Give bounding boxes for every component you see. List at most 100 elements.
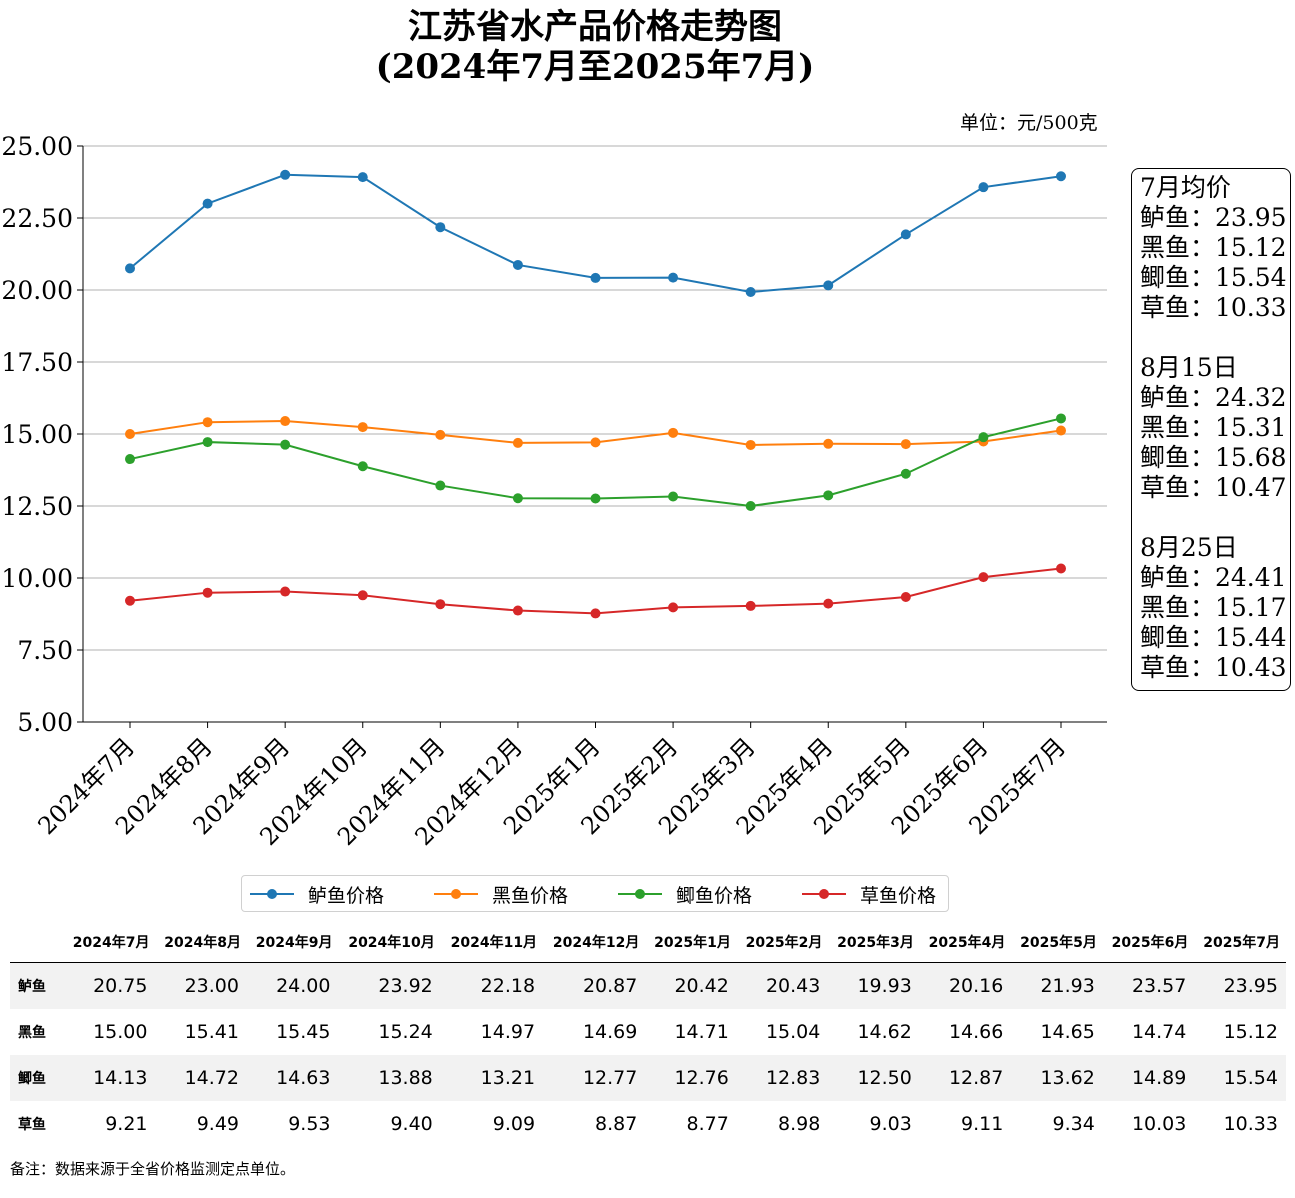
table-cell: 20.43	[736, 962, 829, 1009]
info-heading: 7月均价	[1140, 173, 1231, 202]
table-cell: 14.74	[1131, 1021, 1187, 1043]
data-point	[590, 272, 601, 283]
table-cell: 12.77	[543, 1055, 646, 1101]
data-point	[357, 422, 368, 433]
table-cell: 15.45	[276, 1021, 331, 1043]
info-row: 黑鱼：15.12	[1140, 233, 1287, 262]
info-group-aug-15: 8月15日 鲈鱼：24.32 黑鱼：15.31 鲫鱼：15.68 草鱼：10.4…	[1140, 353, 1290, 503]
data-point	[1056, 413, 1066, 424]
table-cell: 12.83	[736, 1055, 829, 1101]
data-point	[900, 592, 911, 603]
table-cell: 8.87	[595, 1113, 638, 1135]
data-point	[280, 439, 291, 450]
column-header: 2024年7月	[64, 922, 156, 963]
axes	[77, 145, 1107, 728]
data-point	[823, 438, 834, 449]
y-tick-label: 25.00	[1, 132, 73, 161]
y-tick-label: 17.50	[1, 348, 73, 377]
legend-line-marker-icon	[618, 884, 662, 904]
info-row: 草鱼：10.43	[1140, 653, 1287, 682]
y-tick-label: 7.50	[17, 636, 73, 665]
data-point	[357, 172, 368, 183]
data-point	[280, 416, 291, 427]
data-point	[823, 490, 834, 501]
unit-label: 单位：元/500克	[960, 112, 1098, 134]
data-point	[125, 454, 135, 465]
table-cell: 12.50	[828, 1055, 920, 1101]
data-point	[512, 259, 523, 270]
legend-label: 黑鱼价格	[492, 884, 569, 907]
info-group-aug-25: 8月25日 鲈鱼：24.41 黑鱼：15.17 鲫鱼：15.44 草鱼：10.4…	[1140, 533, 1290, 683]
data-point	[357, 461, 368, 472]
legend-item-snakehead: 黑鱼价格	[434, 881, 568, 907]
table-cell: 20.75	[64, 962, 156, 1009]
data-point	[512, 437, 523, 448]
info-heading: 8月25日	[1140, 533, 1238, 562]
table-cell: 14.71	[674, 1021, 729, 1043]
table-cell: 23.57	[1102, 962, 1195, 1009]
data-point	[900, 229, 911, 240]
table-cell: 20.16	[919, 962, 1012, 1009]
legend-line-marker-icon	[434, 884, 478, 904]
data-point	[512, 605, 523, 616]
row-label: 黑鱼	[18, 1025, 46, 1041]
legend-item-crucian: 鲫鱼价格	[618, 881, 752, 907]
data-point	[590, 493, 601, 504]
data-point	[202, 587, 213, 598]
line-chart: 5.00 7.50 10.00 12.50 15.00 17.50 20.00 22.50 25…	[1, 132, 1107, 851]
x-tick-labels: 2024年7月2024年8月2024年9月2024年10月2024年11月202…	[33, 732, 1072, 851]
info-row: 草鱼：10.47	[1140, 473, 1287, 502]
table-cell: 9.11	[961, 1113, 1004, 1135]
table-cell: 9.21	[105, 1113, 148, 1135]
data-point	[668, 491, 679, 502]
table-cell: 13.21	[440, 1055, 544, 1101]
data-point	[745, 501, 756, 511]
table-cell: 21.93	[1011, 962, 1103, 1009]
data-point	[357, 590, 368, 601]
series-line	[129, 567, 1062, 615]
table-cell: 15.12	[1223, 1021, 1278, 1043]
data-point	[978, 432, 989, 443]
table-cell: 23.00	[155, 962, 247, 1009]
y-tick-label: 10.00	[1, 564, 73, 593]
legend-label: 草鱼价格	[860, 884, 937, 907]
price-table: 2024年7月 2024年8月 2024年9月 2024年10月 2024年11月 202…	[10, 922, 1286, 1147]
table-cell: 19.93	[828, 962, 920, 1009]
data-point	[435, 429, 446, 440]
info-row: 鲈鱼：24.32	[1140, 383, 1287, 412]
data-point	[668, 602, 679, 613]
table-cell: 9.09	[492, 1113, 536, 1135]
info-row: 黑鱼：15.17	[1140, 593, 1287, 622]
table-cell: 14.69	[582, 1021, 638, 1043]
column-header: 2024年9月	[247, 922, 339, 963]
data-point	[435, 222, 446, 233]
data-point	[125, 595, 135, 606]
table-header-row: 2024年7月 2024年8月 2024年9月 2024年10月 2024年11月 202…	[10, 922, 1286, 963]
price-info-box: 7月均价 鲈鱼：23.95 黑鱼：15.12 鲫鱼：15.54 草鱼：10.33…	[1131, 168, 1291, 691]
info-row: 鲫鱼：15.44	[1140, 623, 1287, 652]
table-cell: 24.00	[247, 962, 339, 1009]
column-header: 2024年10月	[338, 922, 441, 963]
table-cell: 15.54	[1194, 1055, 1286, 1101]
y-tick-label: 12.50	[1, 492, 73, 521]
data-point	[202, 198, 213, 209]
data-point	[900, 468, 911, 479]
column-header: 2024年11月	[440, 922, 544, 963]
info-row: 鲫鱼：15.54	[1140, 263, 1287, 292]
series-group	[125, 169, 1066, 298]
legend-line-marker-icon	[250, 884, 294, 904]
table-row: 鲈鱼 20.75 23.00 24.00 23.92 22.18 20.87 20.42 20.…	[10, 962, 1286, 1009]
info-row: 黑鱼：15.31	[1140, 413, 1287, 442]
table-cell: 9.40	[390, 1113, 433, 1135]
table-body: 鲈鱼 20.75 23.00 24.00 23.92 22.18 20.87 20.42 20.…	[10, 962, 1286, 1148]
data-point	[1056, 171, 1066, 182]
table-cell: 8.77	[686, 1113, 729, 1135]
legend-label: 鲈鱼价格	[308, 884, 385, 907]
data-point	[978, 182, 989, 193]
info-row: 鲈鱼：23.95	[1140, 203, 1287, 232]
legend-item-bass: 鲈鱼价格	[250, 881, 384, 907]
data-point	[978, 572, 989, 583]
table-cell: 9.49	[196, 1113, 239, 1135]
table-cell: 15.24	[378, 1021, 433, 1043]
table-cell: 14.63	[247, 1055, 339, 1101]
